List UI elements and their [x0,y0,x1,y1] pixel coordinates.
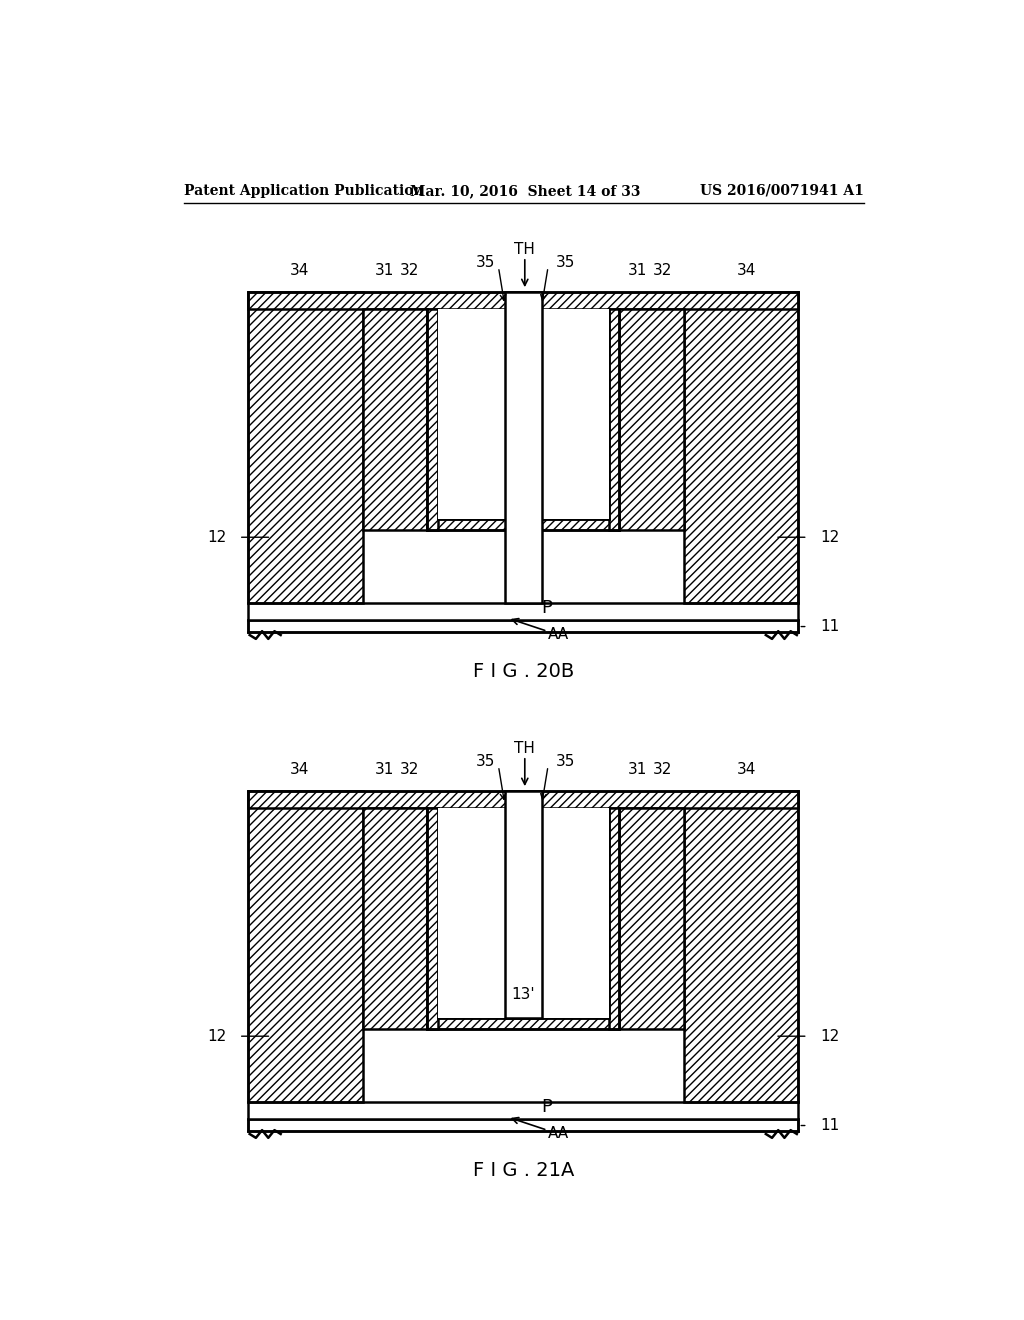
Polygon shape [620,309,684,529]
Polygon shape [427,309,438,529]
Text: 32: 32 [399,762,419,776]
Text: 12: 12 [207,529,226,545]
Polygon shape [248,1102,799,1131]
Text: 31: 31 [628,263,647,277]
Polygon shape [248,1102,799,1119]
Text: 11: 11 [820,1118,840,1133]
Text: Patent Application Publication: Patent Application Publication [183,183,424,198]
Text: Mar. 10, 2016  Sheet 14 of 33: Mar. 10, 2016 Sheet 14 of 33 [410,183,640,198]
Polygon shape [684,292,799,603]
Polygon shape [427,519,620,529]
Polygon shape [608,309,620,529]
Polygon shape [608,808,620,1028]
Text: 35: 35 [476,255,496,269]
Polygon shape [248,791,362,1102]
Polygon shape [248,292,799,309]
Text: 34: 34 [290,762,309,776]
Polygon shape [248,791,799,808]
Text: TH: TH [514,741,536,784]
Text: 35: 35 [556,255,575,269]
Text: 35: 35 [556,754,575,768]
Polygon shape [438,808,608,1018]
Text: 34: 34 [290,263,309,277]
Polygon shape [505,292,542,603]
Polygon shape [248,603,799,620]
Polygon shape [684,791,799,1102]
Text: F I G . 21A: F I G . 21A [472,1162,573,1180]
Text: 31: 31 [628,762,647,776]
Text: 32: 32 [652,263,672,277]
Polygon shape [505,791,542,1018]
Text: AA: AA [512,619,568,643]
Polygon shape [248,1119,799,1131]
Polygon shape [427,1018,620,1028]
Text: TH: TH [514,242,536,285]
Text: 32: 32 [399,263,419,277]
Polygon shape [248,620,799,632]
Polygon shape [248,603,799,632]
Polygon shape [362,309,427,529]
Text: 34: 34 [737,263,757,277]
Text: 32: 32 [652,762,672,776]
Polygon shape [438,309,608,519]
Text: 35: 35 [476,754,496,768]
Polygon shape [248,292,362,603]
Text: 34: 34 [737,762,757,776]
Text: P: P [541,599,552,616]
Text: F I G . 20B: F I G . 20B [473,663,573,681]
Text: 12: 12 [820,1028,840,1044]
Polygon shape [427,808,438,1028]
Text: 31: 31 [375,762,394,776]
Text: 11: 11 [820,619,840,634]
Text: 13': 13' [511,987,536,1002]
Polygon shape [362,808,427,1028]
Text: 12: 12 [207,1028,226,1044]
Text: 31: 31 [375,263,394,277]
Text: US 2016/0071941 A1: US 2016/0071941 A1 [700,183,864,198]
Text: AA: AA [512,1118,568,1142]
Polygon shape [620,808,684,1028]
Text: 12: 12 [820,529,840,545]
Text: P: P [541,1098,552,1115]
